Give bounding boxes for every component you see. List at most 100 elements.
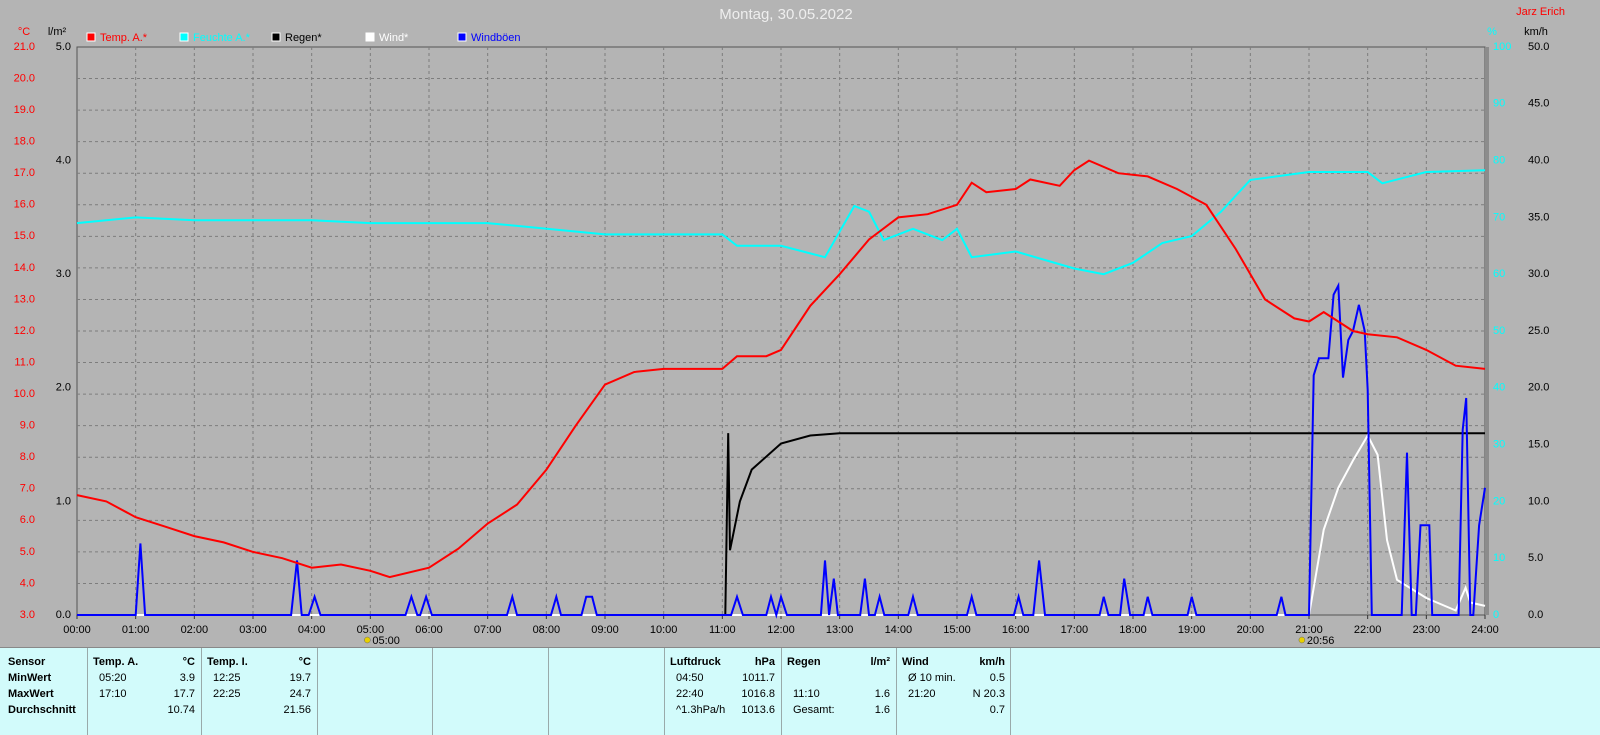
y2-tick-label: 3.0 <box>56 268 71 280</box>
y2-tick-label: 1.0 <box>56 495 71 507</box>
x-tick-label: 03:00 <box>239 624 267 636</box>
y-tick-label: 15.0 <box>14 230 35 242</box>
sun-icon <box>364 636 371 644</box>
cell-value: 24.7 <box>289 688 311 700</box>
column-separator <box>664 648 665 735</box>
series-line <box>77 281 1486 619</box>
x-tick-label: 20:00 <box>1237 624 1265 636</box>
cell-label: 21:20 <box>908 688 936 700</box>
legend-label: Windböen <box>471 32 521 44</box>
y4-tick-label: 40.0 <box>1528 155 1549 167</box>
legend-swatch <box>86 32 96 42</box>
cell-value: 1011.7 <box>742 672 775 684</box>
column-unit: l/m² <box>870 656 890 668</box>
cell-label: 22:40 <box>676 688 704 700</box>
y3-tick-label: 30 <box>1493 439 1505 451</box>
column-separator <box>1010 648 1011 735</box>
y3-tick-label: 10 <box>1493 552 1505 564</box>
column-unit: °C <box>182 656 195 668</box>
x-tick-label: 05:00 <box>357 624 385 636</box>
cell-label: 12:25 <box>213 672 241 684</box>
y3-tick-label: 70 <box>1493 211 1505 223</box>
column-unit: hPa <box>754 656 775 668</box>
x-tick-label: 01:00 <box>122 624 150 636</box>
cell-value: 1016.8 <box>741 688 775 700</box>
y-tick-label: 14.0 <box>14 262 35 274</box>
x-tick-label: 18:00 <box>1119 624 1147 636</box>
y3-tick-label: 40 <box>1493 382 1505 394</box>
y4-unit: km/h <box>1524 26 1548 38</box>
series-line <box>76 169 1486 276</box>
y2-tick-label: 2.0 <box>56 382 71 394</box>
y3-tick-label: 0 <box>1493 609 1499 621</box>
cell-label: Gesamt: <box>793 704 835 716</box>
cell-value: 0.5 <box>989 672 1005 684</box>
y3-tick-label: 60 <box>1493 268 1505 280</box>
y-tick-label: 21.0 <box>14 41 35 53</box>
y3-tick-label: 20 <box>1493 495 1505 507</box>
y-tick-label: 13.0 <box>14 293 35 305</box>
cell-value: 0.7 <box>989 704 1005 716</box>
series-line <box>77 433 1486 616</box>
x-tick-label: 23:00 <box>1413 624 1441 636</box>
legend-swatch <box>457 32 467 42</box>
row-label: Durchschnitt <box>8 704 76 716</box>
x-tick-label: 11:00 <box>709 624 736 636</box>
y4-tick-label: 20.0 <box>1528 382 1549 394</box>
y-tick-label: 7.0 <box>20 483 35 495</box>
cell-label: 05:20 <box>99 672 127 684</box>
right-axis-bar <box>1485 47 1489 615</box>
x-tick-label: 13:00 <box>826 624 854 636</box>
column-header: Temp. I. <box>207 656 248 668</box>
x-tick-label: 07:00 <box>474 624 502 636</box>
column-separator <box>317 648 318 735</box>
stats-table: Sensor MinWert MaxWert Durchschnitt Temp. A.… <box>0 647 1600 735</box>
x-tick-label: 19:00 <box>1178 624 1206 636</box>
y-tick-label: 12.0 <box>14 325 35 337</box>
cell-label: ^1.3hPa/h <box>676 704 726 716</box>
y4-tick-label: 35.0 <box>1528 211 1549 223</box>
y4-tick-label: 5.0 <box>1528 552 1543 564</box>
column-separator <box>548 648 549 735</box>
row-label: MaxWert <box>8 688 54 700</box>
column-unit: km/h <box>979 656 1005 668</box>
y-tick-label: 10.0 <box>14 388 35 400</box>
y2-tick-label: 5.0 <box>56 41 71 53</box>
cell-label: 04:50 <box>676 672 704 684</box>
series-line <box>77 432 1485 616</box>
legend-label: Regen* <box>285 32 322 44</box>
x-tick-label: 15:00 <box>943 624 971 636</box>
y4-tick-label: 25.0 <box>1528 325 1549 337</box>
y3-tick-label: 50 <box>1493 325 1505 337</box>
x-tick-label: 08:00 <box>533 624 561 636</box>
legend-label: Wind* <box>379 32 409 44</box>
sun-label: 05:00 <box>372 635 400 647</box>
cell-label: 22:25 <box>213 688 241 700</box>
sensor-header: Sensor <box>8 656 46 668</box>
cell-label: 17:10 <box>99 688 127 700</box>
y4-tick-label: 30.0 <box>1528 268 1549 280</box>
series-line <box>76 159 1486 579</box>
y-tick-label: 3.0 <box>20 609 35 621</box>
column-header: Luftdruck <box>670 656 721 668</box>
cell-label: Ø 10 min. <box>908 672 956 684</box>
x-tick-label: 00:00 <box>63 624 91 636</box>
y-tick-label: 8.0 <box>20 451 35 463</box>
y-unit: °C <box>18 26 30 38</box>
cell-value: 17.7 <box>173 688 195 700</box>
y4-tick-label: 50.0 <box>1528 41 1549 53</box>
y2-tick-label: 4.0 <box>56 155 71 167</box>
y4-tick-label: 45.0 <box>1528 98 1549 110</box>
legend-swatch <box>179 32 189 42</box>
cell-value: 21.56 <box>283 704 311 716</box>
chart: Montag, 30.05.2022 Jarz Erich °C l/m² % … <box>14 6 1565 647</box>
legend-swatch <box>365 32 375 42</box>
x-tick-label: 06:00 <box>415 624 443 636</box>
column-header: Temp. A. <box>93 656 139 668</box>
y-tick-label: 18.0 <box>14 136 35 148</box>
row-label: MinWert <box>8 672 52 684</box>
y-tick-label: 6.0 <box>20 514 35 526</box>
y-tick-label: 5.0 <box>20 546 35 558</box>
cell-value: 1.6 <box>874 688 890 700</box>
legend-label: Feuchte A.* <box>193 32 251 44</box>
